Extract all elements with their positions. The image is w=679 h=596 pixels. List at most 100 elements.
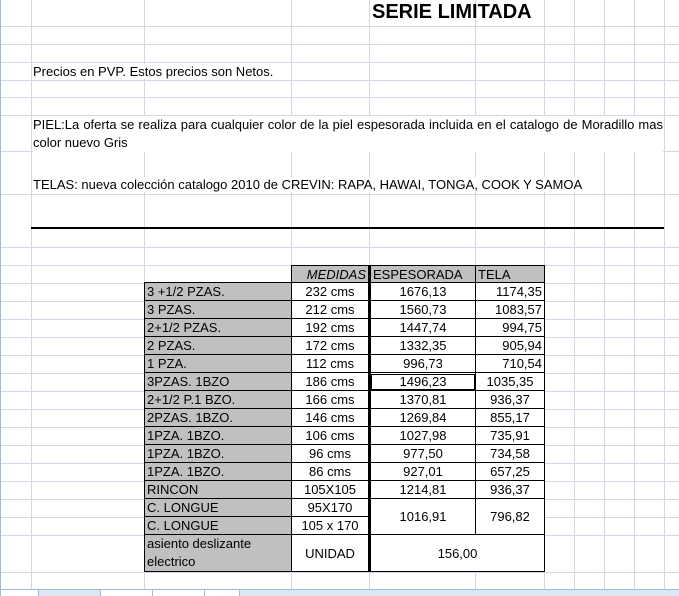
table-row: 2+1/2 P.1 BZO. 166 cms 1370,81 936,37 bbox=[144, 390, 545, 409]
sheet-tab[interactable] bbox=[0, 589, 39, 596]
cell-espesorada[interactable]: 977,50 bbox=[368, 444, 476, 463]
grid-column-line bbox=[31, 0, 32, 590]
cell-tela[interactable]: 936,37 bbox=[475, 390, 545, 409]
note-piel[interactable]: PIEL:La oferta se realiza para cualquier… bbox=[33, 116, 663, 152]
cell-tela[interactable]: 905,94 bbox=[475, 336, 545, 355]
table-row: 2 PZAS. 172 cms 1332,35 905,94 bbox=[144, 336, 545, 355]
cell-espesorada[interactable]: 1560,73 bbox=[368, 300, 476, 319]
cell-medidas[interactable]: 105X105 bbox=[291, 480, 370, 499]
table-row: C. LONGUE 95X170 1016,91 796,82 bbox=[144, 498, 545, 535]
cell-espesorada[interactable]: 1016,91 bbox=[368, 498, 476, 535]
grid-row-line bbox=[0, 26, 679, 27]
cell-label[interactable]: 2+1/2 P.1 BZO. bbox=[144, 390, 292, 409]
grid-row-line bbox=[0, 247, 679, 248]
table-header-row: MEDIDAS ESPESORADA TELA bbox=[144, 265, 545, 283]
grid-row-line bbox=[0, 80, 679, 81]
cell-medidas[interactable]: 172 cms bbox=[291, 336, 370, 355]
table-row: asiento deslizante electrico UNIDAD 156,0… bbox=[144, 534, 545, 572]
table-row: 3PZAS. 1BZO 186 cms 1496,23 1035,35 bbox=[144, 372, 545, 391]
header-espesorada[interactable]: ESPESORADA bbox=[368, 265, 476, 283]
cell-medidas[interactable]: 86 cms bbox=[291, 462, 370, 481]
table-row: 1PZA. 1BZO. 106 cms 1027,98 735,91 bbox=[144, 426, 545, 445]
cell-label[interactable]: 1 PZA. bbox=[144, 354, 292, 373]
cell-label[interactable]: 2 PZAS. bbox=[144, 336, 292, 355]
sheet-tab[interactable] bbox=[204, 589, 240, 596]
cell-medidas[interactable]: 96 cms bbox=[291, 444, 370, 463]
cell-espesorada[interactable]: 996,73 bbox=[368, 354, 476, 373]
cell-label[interactable]: 2PZAS. 1BZO. bbox=[144, 408, 292, 427]
cell-espesorada[interactable]: 1370,81 bbox=[368, 390, 476, 409]
grid-row-line bbox=[0, 44, 679, 45]
table-row: 2PZAS. 1BZO. 146 cms 1269,84 855,17 bbox=[144, 408, 545, 427]
cell-medidas[interactable]: UNIDAD bbox=[291, 534, 370, 572]
cell-medidas[interactable]: 112 cms bbox=[291, 354, 370, 373]
cell-medidas[interactable]: 105 x 170 bbox=[291, 516, 370, 535]
cell-medidas[interactable]: 95X170 bbox=[291, 498, 370, 517]
cell-espesorada[interactable]: 1027,98 bbox=[368, 426, 476, 445]
table-row: 3 PZAS. 212 cms 1560,73 1083,57 bbox=[144, 300, 545, 319]
cell-espesorada[interactable]: 1447,74 bbox=[368, 318, 476, 337]
cell-espesorada[interactable]: 1676,13 bbox=[368, 282, 476, 301]
cell-tela[interactable]: 796,82 bbox=[475, 498, 545, 535]
cell-medidas[interactable]: 186 cms bbox=[291, 372, 370, 391]
cell-tela[interactable]: 1083,57 bbox=[475, 300, 545, 319]
cell-price[interactable]: 156,00 bbox=[368, 534, 545, 572]
cell-label[interactable]: 1PZA. 1BZO. bbox=[144, 426, 292, 445]
cell-label[interactable]: 3 PZAS. bbox=[144, 300, 292, 319]
label-line: electrico bbox=[147, 554, 196, 569]
cell-medidas[interactable]: 166 cms bbox=[291, 390, 370, 409]
cell-espesorada[interactable]: 1269,84 bbox=[368, 408, 476, 427]
cell-tela[interactable]: 994,75 bbox=[475, 318, 545, 337]
cell-espesorada[interactable]: 1214,81 bbox=[368, 480, 476, 499]
cell-label[interactable]: 3 +1/2 PZAS. bbox=[144, 282, 292, 301]
sheet-tab-bar bbox=[0, 589, 679, 596]
grid-row-line bbox=[0, 194, 679, 195]
cell-medidas[interactable]: 146 cms bbox=[291, 408, 370, 427]
header-tela[interactable]: TELA bbox=[475, 265, 545, 283]
cell-tela[interactable]: 710,54 bbox=[475, 354, 545, 373]
note-precios[interactable]: Precios en PVP. Estos precios son Netos. bbox=[33, 64, 274, 79]
cell-label[interactable]: RINCON bbox=[144, 480, 292, 499]
cell-label[interactable]: 1PZA. 1BZO. bbox=[144, 462, 292, 481]
cell-label[interactable]: asiento deslizante electrico bbox=[144, 534, 292, 572]
cell-tela[interactable]: 657,25 bbox=[475, 462, 545, 481]
header-medidas[interactable]: MEDIDAS bbox=[291, 265, 370, 283]
cell-label[interactable]: 3PZAS. 1BZO bbox=[144, 372, 292, 391]
grid-column-line bbox=[544, 0, 545, 590]
cell-medidas[interactable]: 212 cms bbox=[291, 300, 370, 319]
price-table: MEDIDAS ESPESORADA TELA 3 +1/2 PZAS. 232 … bbox=[144, 265, 545, 572]
cell-label[interactable]: C. LONGUE bbox=[144, 498, 292, 517]
grid-column-line bbox=[664, 0, 665, 590]
sheet-title[interactable]: SERIE LIMITADA bbox=[372, 1, 532, 23]
empty-header-cell bbox=[144, 265, 292, 283]
grid-row-line bbox=[0, 572, 679, 573]
cell-medidas[interactable]: 106 cms bbox=[291, 426, 370, 445]
table-row: 3 +1/2 PZAS. 232 cms 1676,13 1174,35 bbox=[144, 282, 545, 301]
cell-espesorada[interactable]: 927,01 bbox=[368, 462, 476, 481]
grid-row-line bbox=[0, 97, 679, 98]
grid-column-line bbox=[574, 0, 575, 590]
grid-column-line bbox=[604, 0, 605, 590]
cell-tela[interactable]: 855,17 bbox=[475, 408, 545, 427]
label-line: asiento deslizante bbox=[147, 536, 252, 551]
cell-tela[interactable]: 734,58 bbox=[475, 444, 545, 463]
note-telas[interactable]: TELAS: nueva colección catalogo 2010 de … bbox=[33, 177, 583, 192]
cell-label[interactable]: 1PZA. 1BZO. bbox=[144, 444, 292, 463]
window-edge bbox=[0, 0, 1, 595]
cell-tela[interactable]: 735,91 bbox=[475, 426, 545, 445]
table-row: 2+1/2 PZAS. 192 cms 1447,74 994,75 bbox=[144, 318, 545, 337]
table-row: RINCON 105X105 1214,81 936,37 bbox=[144, 480, 545, 499]
cell-espesorada[interactable]: 1332,35 bbox=[368, 336, 476, 355]
cell-tela[interactable]: 1174,35 bbox=[475, 282, 545, 301]
cell-label[interactable]: 2+1/2 PZAS. bbox=[144, 318, 292, 337]
cell-medidas[interactable]: 232 cms bbox=[291, 282, 370, 301]
cell-tela[interactable]: 1035,35 bbox=[475, 372, 545, 391]
cell-espesorada[interactable]: 1496,23 bbox=[368, 372, 476, 391]
grid-row-line bbox=[0, 115, 679, 116]
cell-tela[interactable]: 936,37 bbox=[475, 480, 545, 499]
divider-line bbox=[31, 227, 664, 229]
grid-column-line bbox=[634, 0, 635, 590]
table-row: 1PZA. 1BZO. 86 cms 927,01 657,25 bbox=[144, 462, 545, 481]
cell-label[interactable]: C. LONGUE bbox=[144, 516, 292, 535]
cell-medidas[interactable]: 192 cms bbox=[291, 318, 370, 337]
